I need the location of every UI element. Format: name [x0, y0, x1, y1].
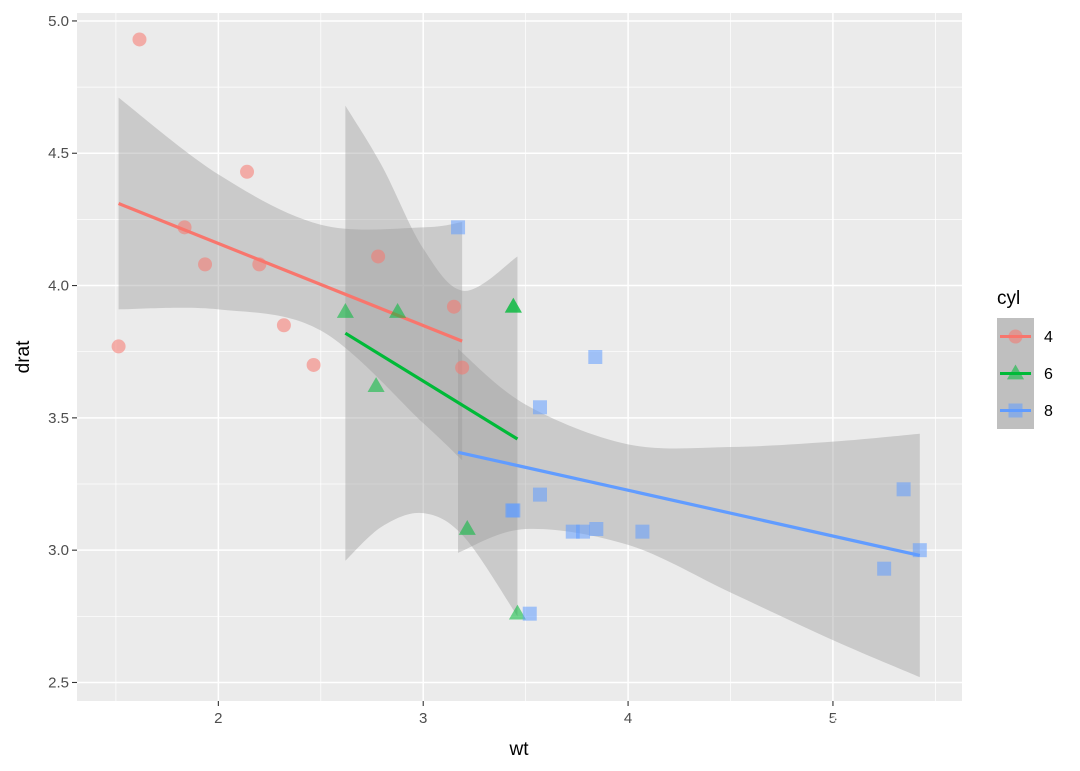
major-gridlines: [77, 13, 962, 701]
point-cyl-6: [336, 303, 354, 318]
point-cyl-4: [177, 220, 192, 235]
point-cyl-8: [451, 220, 466, 235]
y-tick-label: 4.5: [48, 145, 69, 162]
point-cyl-4: [455, 360, 470, 375]
x-tick-label: 2: [214, 710, 222, 727]
x-axis-title: wt: [509, 739, 530, 760]
y-tick-label: 5.0: [48, 13, 69, 30]
legend-symbol-6: [1006, 364, 1025, 380]
confidence-band-8: [458, 349, 920, 678]
fit-line-6: [344, 331, 519, 441]
x-tick-label: 4: [624, 710, 632, 727]
legend: cyl 4 6 8: [997, 288, 1053, 429]
point-cyl-4: [371, 249, 386, 264]
point-cyl-8: [635, 524, 650, 539]
point-cyl-8: [532, 487, 547, 502]
point-cyl-8: [896, 482, 911, 497]
point-cyl-4: [240, 164, 255, 179]
x-axis: 2 3 4 5: [214, 701, 837, 727]
point-cyl-6: [458, 520, 476, 535]
legend-label-6: 6: [1044, 366, 1053, 383]
point-cyl-8: [877, 561, 892, 576]
point-cyl-4: [111, 339, 126, 354]
point-cyl-8: [506, 503, 521, 518]
legend-symbol-4: [1008, 329, 1023, 344]
data-points: [111, 32, 927, 621]
point-cyl-8: [912, 543, 927, 558]
legend-title: cyl: [997, 288, 1020, 309]
fit-lines: [117, 202, 921, 558]
point-cyl-8: [522, 606, 537, 621]
y-tick-label: 2.5: [48, 674, 69, 691]
point-cyl-4: [446, 299, 461, 314]
point-cyl-8: [532, 400, 547, 415]
y-tick-label: 3.0: [48, 542, 69, 559]
point-cyl-4: [198, 257, 213, 272]
point-cyl-4: [306, 357, 321, 372]
point-cyl-8: [589, 522, 604, 536]
point-cyl-4: [132, 32, 147, 47]
point-cyl-6: [389, 303, 407, 318]
x-tick-label: 3: [419, 710, 427, 727]
legend-label-4: 4: [1044, 329, 1053, 346]
point-cyl-6: [367, 377, 385, 392]
legend-label-8: 8: [1044, 403, 1053, 420]
fit-line-8: [457, 450, 921, 558]
confidence-band-4: [118, 97, 463, 461]
point-cyl-8: [588, 350, 603, 364]
y-tick-label: 4.0: [48, 278, 69, 295]
confidence-band-6: [345, 105, 518, 617]
legend-symbol-8: [1008, 403, 1023, 418]
watermark-text: 知乎 @R语言学堂: [802, 712, 1026, 745]
y-tick-label: 3.5: [48, 410, 69, 427]
y-axis-title: drat: [13, 340, 34, 373]
point-cyl-4: [252, 257, 267, 272]
point-cyl-6: [504, 297, 522, 313]
fit-line-4: [117, 202, 463, 343]
point-cyl-8: [576, 524, 591, 539]
plot-panel: [77, 13, 962, 701]
x-tick-label: 5: [829, 710, 837, 727]
point-cyl-6: [508, 604, 527, 620]
y-axis: 2.5 3.0 3.5 4.0 4.5 5.0: [48, 13, 77, 691]
confidence-bands: [118, 97, 920, 678]
point-cyl-4: [276, 318, 291, 333]
